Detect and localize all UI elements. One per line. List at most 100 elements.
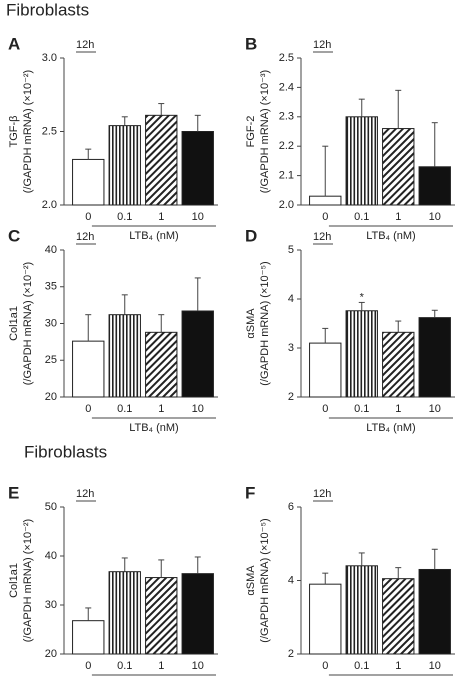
y-tick-label: 30 (45, 317, 57, 329)
time-label: 12h (313, 231, 331, 243)
bar (145, 114, 178, 206)
x-tick-label: 10 (429, 403, 441, 415)
bar (72, 620, 105, 655)
time-label: 12h (76, 39, 94, 51)
y-axis-label: αSMA (245, 565, 257, 596)
y-axis-label: (/GAPDH mRNA) (×10⁻²) (22, 519, 34, 642)
x-tick-label: 10 (429, 660, 441, 672)
section-title: Fibroblasts (6, 0, 89, 19)
bar (181, 131, 214, 206)
y-axis-label: Col1a1 (8, 306, 20, 341)
panel-letter: B (245, 34, 257, 53)
y-tick-label: 20 (45, 648, 57, 660)
time-label: 12h (313, 488, 331, 500)
time-label: 12h (313, 39, 331, 51)
bar (418, 166, 451, 206)
bar (418, 317, 451, 398)
y-tick-label: 20 (45, 391, 57, 403)
bar (345, 565, 378, 655)
bar (309, 583, 342, 655)
bar (382, 578, 415, 655)
y-tick-label: 25 (45, 354, 57, 366)
y-tick-label: 2.5 (279, 52, 294, 64)
x-axis-label: LTB₄ (nM) (366, 230, 416, 242)
x-tick-label: 0.1 (354, 211, 369, 223)
x-tick-label: 0.1 (117, 211, 132, 223)
y-axis-label: Col1a1 (8, 563, 20, 598)
y-tick-label: 2.5 (42, 125, 57, 137)
panel-letter: A (8, 34, 20, 53)
y-tick-label: 40 (45, 244, 57, 256)
x-tick-label: 0 (85, 403, 91, 415)
x-tick-label: 1 (158, 211, 164, 223)
x-tick-label: 10 (192, 211, 204, 223)
bar (181, 573, 214, 655)
y-axis-label: (/GAPDH mRNA) (×10⁻²) (22, 262, 34, 385)
y-tick-label: 2.3 (279, 111, 294, 123)
x-tick-label: 10 (192, 660, 204, 672)
y-axis-label: (/GAPDH mRNA) (×10⁻³) (259, 70, 271, 193)
x-axis-label: LTB₄ (nM) (129, 230, 179, 242)
y-tick-label: 6 (288, 501, 294, 513)
x-tick-label: 10 (192, 403, 204, 415)
x-tick-label: 0 (322, 660, 328, 672)
panel-letter: C (8, 226, 20, 245)
bar (309, 195, 342, 206)
bar (382, 331, 415, 398)
time-label: 12h (76, 231, 94, 243)
bar (345, 116, 378, 206)
bar (418, 568, 451, 655)
bar (145, 331, 178, 398)
y-tick-label: 2 (288, 648, 294, 660)
panel-letter: F (245, 483, 255, 502)
x-tick-label: 1 (395, 211, 401, 223)
bar (382, 128, 415, 206)
y-tick-label: 4 (288, 574, 294, 586)
bar (72, 340, 105, 398)
y-axis-label: (/GAPDH mRNA) (×10⁻⁵) (259, 261, 271, 385)
x-tick-label: 0.1 (117, 660, 132, 672)
y-tick-label: 3 (288, 342, 294, 354)
bar (72, 158, 105, 206)
x-tick-label: 1 (395, 660, 401, 672)
x-tick-label: 1 (158, 403, 164, 415)
bar (108, 571, 141, 655)
x-axis-label: LTB₄ (nM) (366, 422, 416, 434)
x-tick-label: 0.1 (354, 660, 369, 672)
bar (108, 314, 141, 398)
y-axis-label: αSMA (245, 308, 257, 339)
panel-letter: D (245, 226, 257, 245)
bar (309, 342, 342, 398)
x-tick-label: 10 (429, 211, 441, 223)
y-tick-label: 5 (288, 244, 294, 256)
y-tick-label: 2.1 (279, 170, 294, 182)
bar (108, 125, 141, 206)
y-tick-label: 40 (45, 550, 57, 562)
bar (181, 310, 214, 398)
y-axis-label: (/GAPDH mRNA) (×10⁻⁵) (259, 518, 271, 642)
x-tick-label: 0 (322, 403, 328, 415)
x-tick-label: 0 (85, 660, 91, 672)
y-axis-label: FGF-2 (245, 116, 257, 148)
x-tick-label: 0.1 (354, 403, 369, 415)
y-tick-label: 2.2 (279, 140, 294, 152)
y-tick-label: 2 (288, 391, 294, 403)
y-tick-label: 2.0 (279, 199, 294, 211)
significance-mark: * (360, 291, 365, 303)
panel-letter: E (8, 483, 19, 502)
bar (345, 310, 378, 398)
y-axis-label: (/GAPDH mRNA) (×10⁻²) (22, 70, 34, 193)
x-tick-label: 0 (85, 211, 91, 223)
y-tick-label: 2.4 (279, 81, 294, 93)
x-tick-label: 1 (158, 660, 164, 672)
x-tick-label: 0.1 (117, 403, 132, 415)
time-label: 12h (76, 488, 94, 500)
y-axis-label: TGF-β (8, 116, 20, 148)
y-tick-label: 2.0 (42, 199, 57, 211)
y-tick-label: 30 (45, 599, 57, 611)
y-tick-label: 4 (288, 293, 294, 305)
y-tick-label: 3.0 (42, 52, 57, 64)
x-axis-label: LTB₄ (nM) (129, 422, 179, 434)
bar (145, 577, 178, 655)
